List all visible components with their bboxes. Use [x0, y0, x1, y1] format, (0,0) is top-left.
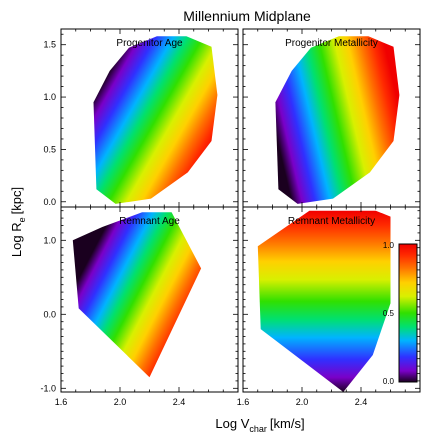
- y-axis-label-unit: [kpc]: [9, 187, 24, 214]
- y-tick-label: 0.0: [43, 197, 56, 207]
- heatmap-region-3: [72, 212, 202, 378]
- y-tick-label: -1.0: [40, 383, 56, 393]
- colorbar-tick-mid: 0.5: [383, 309, 395, 318]
- panel-2: Progenitor Metallicity: [242, 28, 421, 208]
- x-axis-label-main: Log V: [215, 416, 249, 431]
- y-tick-label: 1.0: [43, 92, 56, 102]
- x-tick-label: 1.6: [237, 397, 250, 407]
- y-axis-label-sub: e: [17, 217, 27, 222]
- panel-1: Progenitor Age 0.0 0.5 1.0 1.5: [43, 28, 239, 208]
- x-axis-label: Log Vchar [km/s]: [215, 416, 304, 434]
- x-axis-label-unit: [km/s]: [270, 416, 305, 431]
- x-axis-label-sub: char: [249, 424, 267, 434]
- colorbar: 1.0 0.5 0.0: [383, 241, 418, 386]
- colorbar-gradient: [398, 243, 418, 383]
- y-axis-label: Log Re [kpc]: [9, 187, 27, 257]
- y-axis-label-main: Log R: [9, 222, 24, 257]
- x-tick-label: 2.4: [173, 397, 186, 407]
- y-tick-label: 0.0: [43, 309, 56, 319]
- heatmap-region-2: [275, 36, 400, 204]
- colorbar-tick-bottom: 0.0: [383, 377, 395, 386]
- colorbar-tick-top: 1.0: [383, 241, 395, 250]
- panel-title-1: Progenitor Age: [116, 38, 183, 49]
- y-tick-label: 1.0: [43, 235, 56, 245]
- heatmap-region-1: [93, 36, 218, 204]
- x-tick-label: 1.6: [55, 397, 68, 407]
- svg-text:Log Re[kpc]: Log Re [kpc]: [9, 187, 27, 257]
- panel-3: Remnant Age -1.0 0.0 1.0 1.6 2.0 2.4: [40, 206, 239, 407]
- x-tick-label: 2.0: [296, 397, 309, 407]
- panel-title-3: Remnant Age: [119, 216, 180, 227]
- x-tick-label: 2.0: [114, 397, 127, 407]
- svg-text:Log Vchar[km/s]: Log Vchar [km/s]: [215, 416, 304, 434]
- panels: Progenitor Age 0.0 0.5 1.0 1.5 Progenitor Met…: [40, 28, 421, 407]
- figure-title: Millennium Midplane: [183, 8, 311, 24]
- y-tick-label: 0.5: [43, 144, 56, 154]
- panel-title-4: Remnant Metallicity: [288, 216, 375, 227]
- y-tick-label: 1.5: [43, 40, 56, 50]
- x-tick-label: 2.4: [355, 397, 368, 407]
- heatmap-region-4: [257, 210, 391, 392]
- panel-title-2: Progenitor Metallicity: [285, 38, 378, 49]
- panel-4: Remnant Metallicity 1.6 2.0 2.4: [237, 206, 421, 407]
